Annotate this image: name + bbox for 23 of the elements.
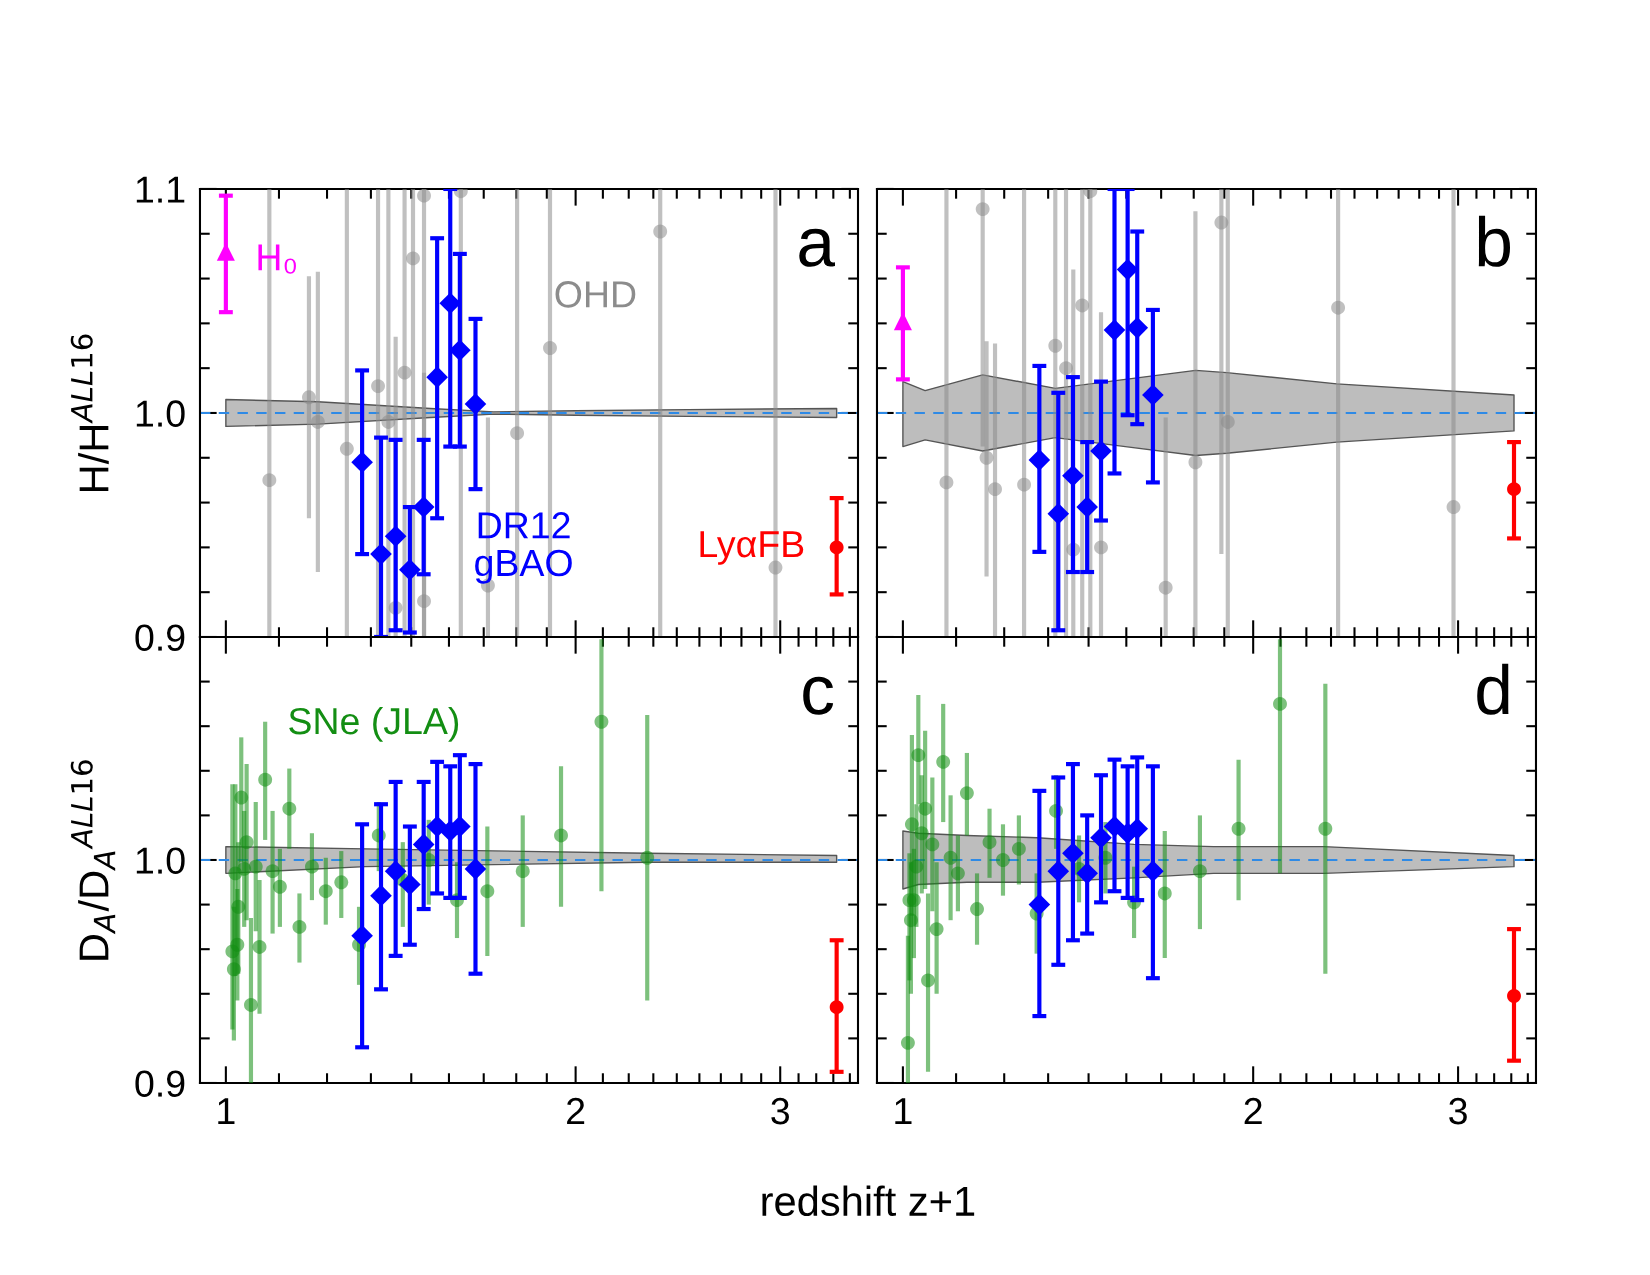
series-label: H₀ xyxy=(258,244,296,274)
x-axis-title: redshift z+1 xyxy=(762,1185,975,1217)
y-tick-label: 0.9 xyxy=(135,624,185,651)
annotation: c xyxy=(803,676,834,715)
x-tick-label: 1 xyxy=(218,1098,235,1125)
y-axis-title: H/H$^{ALL16}$ xyxy=(70,334,109,492)
y-tick-label: 1.0 xyxy=(136,847,185,874)
series-label: OHD xyxy=(555,281,636,308)
series-label: DR12 gBAO xyxy=(475,512,572,584)
annotation: b xyxy=(1478,215,1511,267)
series-label: SNe (JLA) xyxy=(289,706,459,742)
x-tick-label: 3 xyxy=(771,1097,789,1125)
y-tick-label: 1.0 xyxy=(136,400,185,427)
y-axis-title: D$_{A}$/D$_{A}$$^{ALL16}$ xyxy=(70,760,116,960)
x-tick-label: 1 xyxy=(895,1098,912,1125)
annotation: a xyxy=(799,228,835,267)
annotation: d xyxy=(1477,663,1509,715)
x-tick-label: 2 xyxy=(1244,1097,1262,1125)
series-label: LyαFB xyxy=(700,531,804,565)
x-tick-label: 2 xyxy=(567,1097,585,1125)
y-tick-label: 0.9 xyxy=(135,1070,185,1097)
x-tick-label: 3 xyxy=(1449,1097,1467,1125)
y-tick-label: 1.1 xyxy=(136,176,185,203)
